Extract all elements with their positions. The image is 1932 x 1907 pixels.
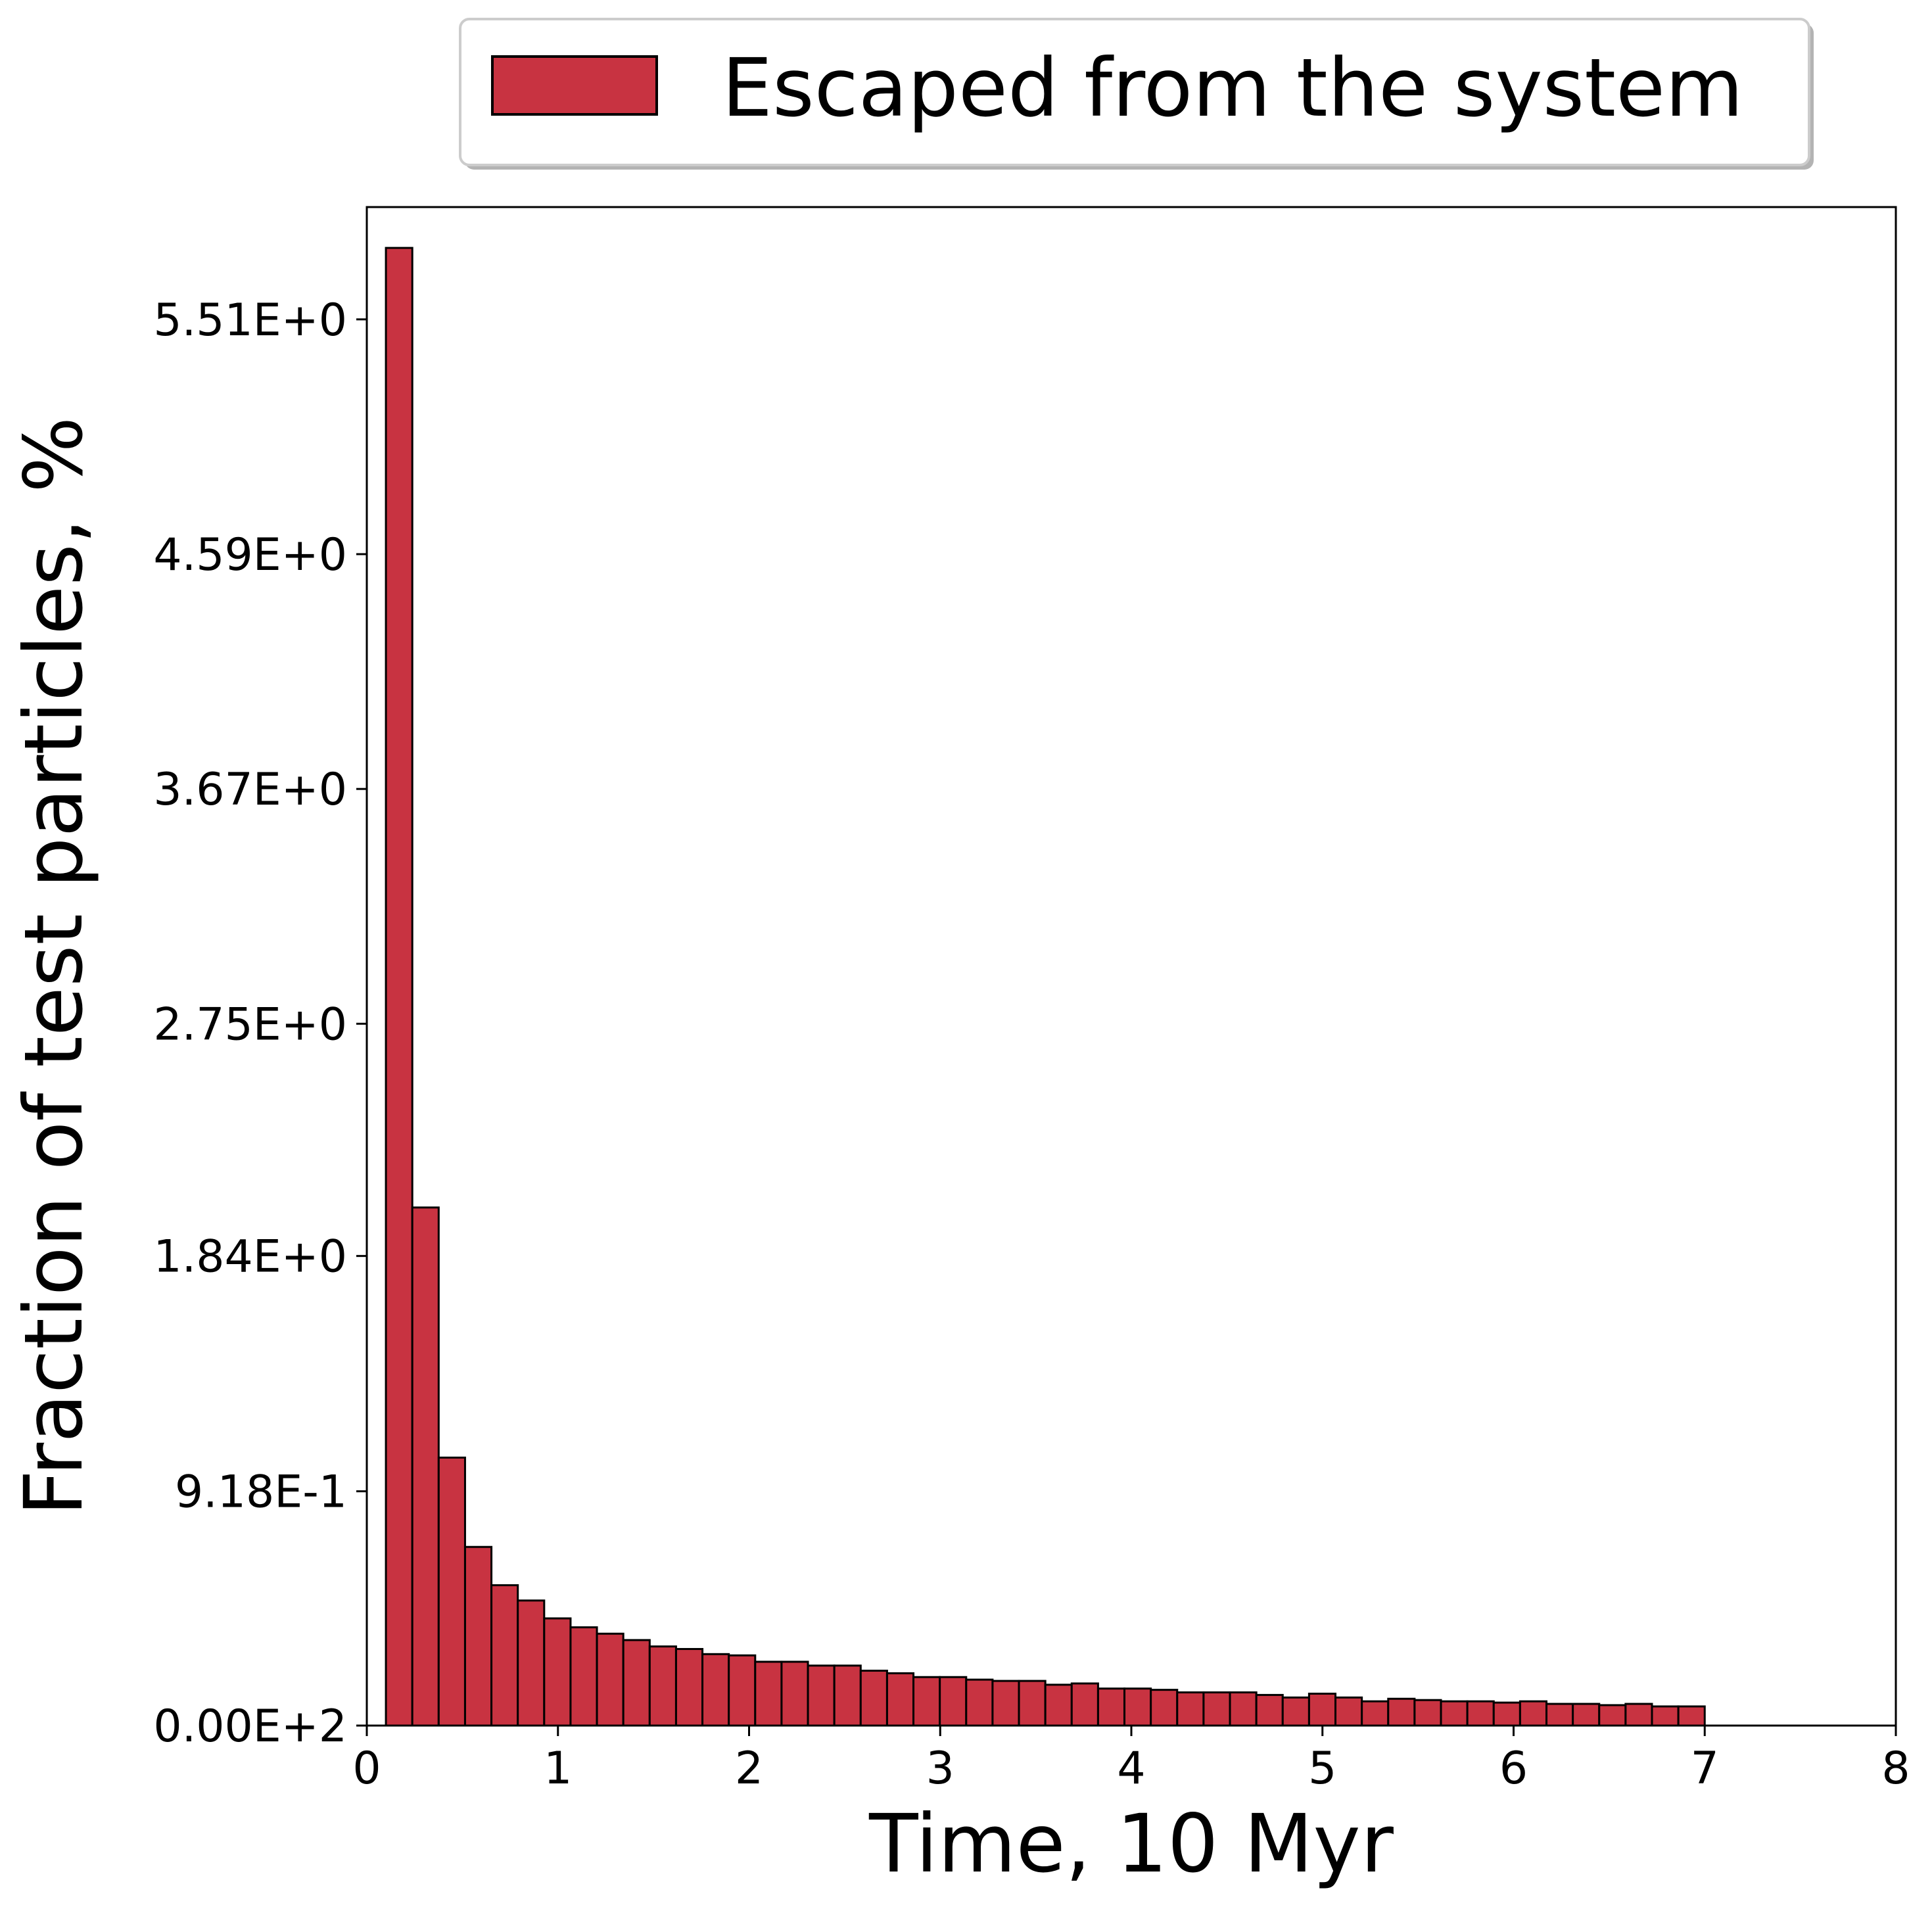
- legend-frame: [459, 18, 1810, 166]
- histogram-bar: [674, 1648, 704, 1727]
- y-tick-label: 5.51E+0: [153, 294, 347, 346]
- histogram-bar: [1492, 1701, 1521, 1727]
- x-tick-label: 5: [1308, 1743, 1336, 1795]
- y-tick-label: 1.84E+0: [153, 1231, 347, 1283]
- histogram-bar: [1387, 1697, 1416, 1727]
- histogram-bar: [1413, 1699, 1442, 1727]
- histogram-bar: [1545, 1703, 1574, 1727]
- histogram-bar: [543, 1617, 572, 1727]
- histogram-bar: [569, 1626, 598, 1727]
- histogram-bar: [1018, 1680, 1047, 1727]
- histogram-bar: [754, 1660, 783, 1727]
- histogram-bar: [596, 1632, 624, 1727]
- histogram-bar: [1202, 1691, 1231, 1727]
- histogram-bar: [1096, 1687, 1126, 1727]
- histogram-bar: [1044, 1683, 1073, 1727]
- histogram-bar: [1361, 1700, 1390, 1727]
- histogram-bar: [701, 1653, 730, 1727]
- histogram-bar: [517, 1599, 546, 1727]
- histogram-bar: [780, 1660, 809, 1727]
- histogram-bar: [1281, 1696, 1310, 1727]
- y-tick-label: 0.00E+2: [153, 1701, 347, 1753]
- x-axis: 0 1 2 3 4 5 6 7 8: [352, 1726, 1910, 1795]
- histogram-bar: [965, 1678, 994, 1727]
- histogram-bar: [1255, 1693, 1284, 1727]
- histogram-bar: [912, 1676, 941, 1727]
- histogram-bar: [1150, 1689, 1179, 1727]
- y-axis: 0.00E+2 9.18E-1 1.84E+0 2.75E+0 3.67E+0 4.59E…: [153, 294, 367, 1753]
- histogram-bar: [1519, 1700, 1548, 1727]
- histogram-bar: [807, 1664, 836, 1727]
- x-tick-label: 4: [1117, 1743, 1145, 1795]
- histogram-bar: [1572, 1703, 1601, 1727]
- y-axis-title: Fraction of test particles, %: [7, 417, 101, 1516]
- legend-swatch: [491, 55, 658, 116]
- histogram-bar: [1334, 1696, 1363, 1727]
- histogram-bar: [1229, 1691, 1258, 1727]
- histogram-bar: [1624, 1703, 1653, 1727]
- legend: Escaped from the system: [459, 18, 1814, 170]
- histogram-bar: [648, 1645, 677, 1727]
- histogram-bar: [1176, 1691, 1205, 1727]
- histogram-bar: [1070, 1682, 1099, 1727]
- histogram-bar: [1598, 1704, 1627, 1727]
- x-axis-title: Time, 10 Myr: [868, 1797, 1394, 1891]
- plot-frame: [365, 206, 1897, 1727]
- x-tick-label: 3: [926, 1743, 954, 1795]
- histogram-bar: [885, 1672, 915, 1727]
- histogram-bar: [859, 1670, 888, 1727]
- x-tick-label: 7: [1691, 1743, 1719, 1795]
- x-tick-label: 8: [1881, 1743, 1910, 1795]
- histogram-bar: [437, 1456, 466, 1727]
- x-tick-label: 1: [544, 1743, 572, 1795]
- legend-label: Escaped from the system: [722, 41, 1743, 135]
- histogram-bar: [1308, 1692, 1337, 1727]
- histogram-bar: [463, 1545, 493, 1727]
- histogram-bar: [411, 1206, 440, 1727]
- x-tick-label: 0: [352, 1743, 381, 1795]
- bars: [385, 247, 1706, 1727]
- histogram-bar: [385, 247, 413, 1727]
- histogram-bar: [1440, 1700, 1469, 1727]
- y-tick-label: 9.18E-1: [175, 1467, 347, 1519]
- histogram-bar: [622, 1639, 651, 1727]
- histogram-bar: [1677, 1705, 1706, 1727]
- x-tick-label: 2: [735, 1743, 763, 1795]
- y-tick-label: 2.75E+0: [153, 999, 347, 1050]
- histogram-bar: [991, 1680, 1020, 1727]
- x-tick-label: 6: [1499, 1743, 1528, 1795]
- histogram-bar: [1651, 1705, 1680, 1727]
- y-tick-label: 4.59E+0: [153, 529, 347, 581]
- histogram-bar: [728, 1654, 757, 1727]
- histogram-bar: [833, 1664, 862, 1727]
- histogram-bar: [939, 1676, 968, 1727]
- histogram-bar: [490, 1584, 519, 1727]
- histogram-bar: [1466, 1700, 1495, 1727]
- histogram-bar: [1123, 1687, 1152, 1727]
- y-tick-label: 3.67E+0: [153, 764, 347, 816]
